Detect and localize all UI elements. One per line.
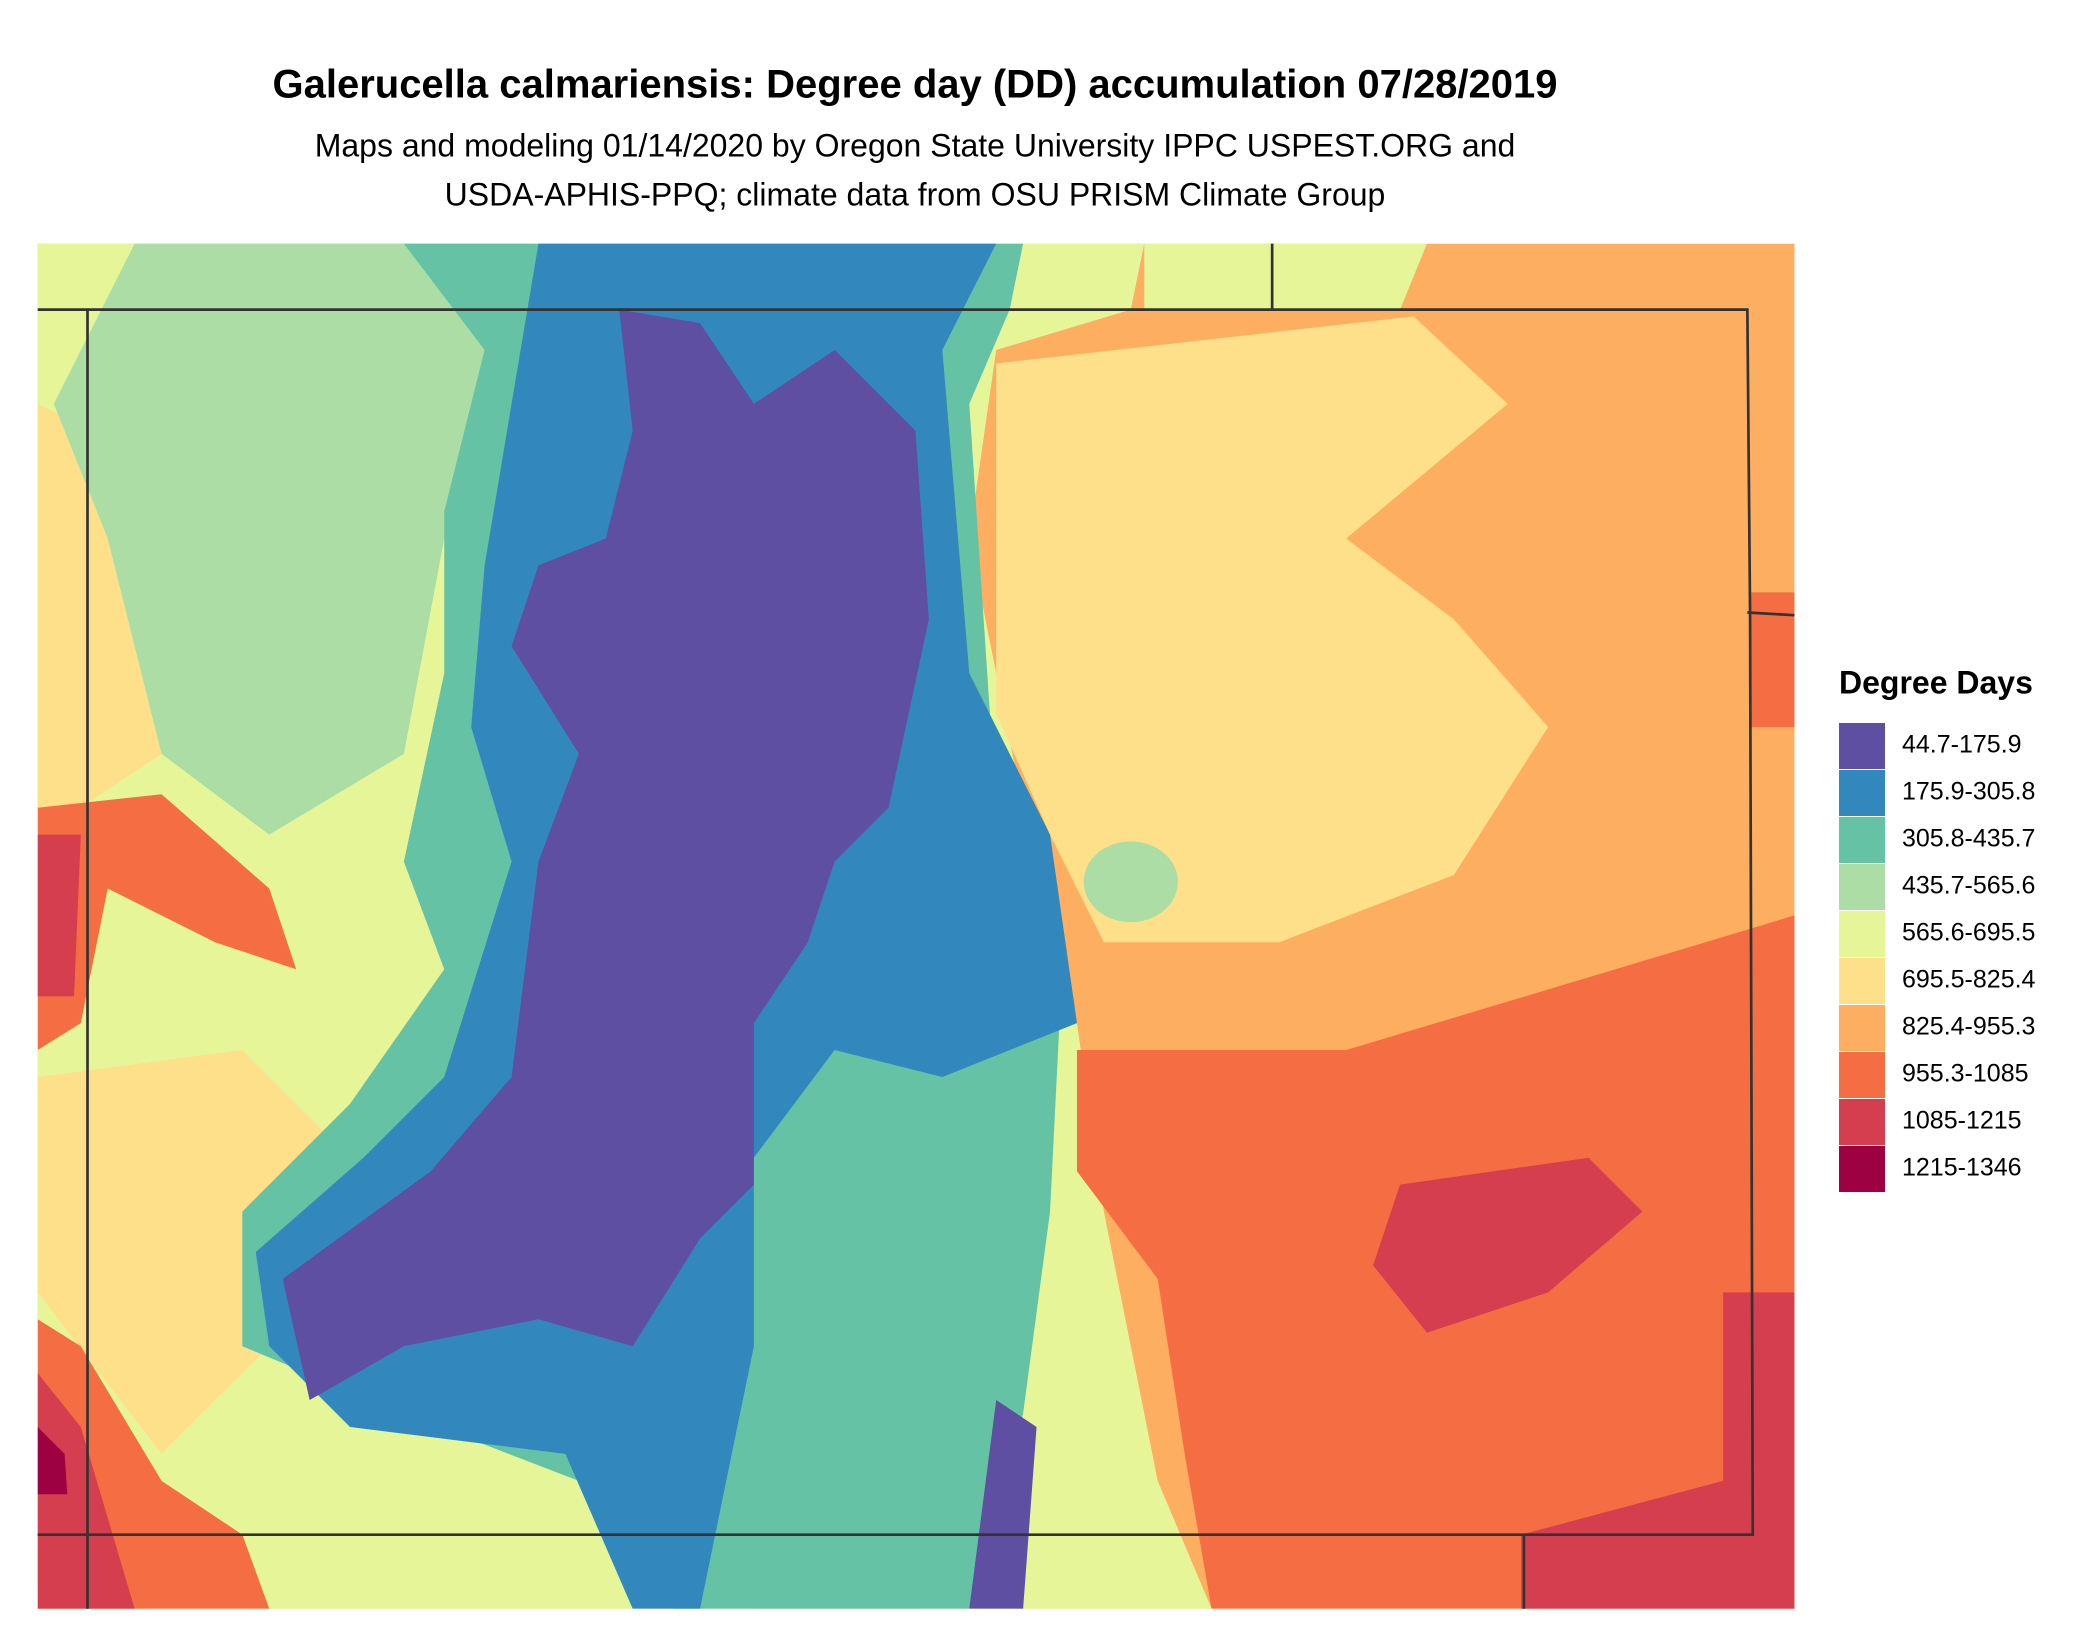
legend-label: 435.7-565.6 <box>1902 872 2035 900</box>
raster-region <box>53 243 566 835</box>
legend-swatch <box>1839 864 1885 910</box>
raster-region <box>996 316 1549 943</box>
raster-region <box>37 834 81 997</box>
legend-label: 305.8-435.7 <box>1902 825 2035 853</box>
legend-label: 175.9-305.8 <box>1902 778 2035 806</box>
subtitle-line: USDA-APHIS-PPQ; climate data from OSU PR… <box>445 176 1386 212</box>
raster-region <box>37 1373 135 1609</box>
raster-region <box>969 1400 1037 1609</box>
raster-region <box>1521 1292 1795 1609</box>
legend-label: 1215-1346 <box>1902 1154 2022 1182</box>
legend-label: 565.6-695.5 <box>1902 919 2035 947</box>
legend-swatch <box>1839 1099 1885 1145</box>
raster-region <box>282 309 929 1401</box>
legend-swatch <box>1839 911 1885 957</box>
subtitle-line: Maps and modeling 01/14/2020 by Oregon S… <box>315 127 1516 163</box>
legend-swatch <box>1839 1146 1885 1192</box>
raster-region <box>1144 243 1427 310</box>
legend-label: 695.5-825.4 <box>1902 966 2036 994</box>
legend-swatch <box>1839 1052 1885 1098</box>
legend-label: 1085-1215 <box>1902 1107 2022 1135</box>
raster-region <box>37 794 297 1051</box>
legend-label: 44.7-175.9 <box>1902 731 2022 759</box>
legend-swatch <box>1839 817 1885 863</box>
legend-swatch <box>1839 723 1885 769</box>
raster-region <box>1083 841 1178 923</box>
raster-region <box>1373 1157 1643 1333</box>
state-borders <box>37 243 1795 1609</box>
legend-label: 955.3-1085 <box>1902 1060 2029 1088</box>
legend-swatch <box>1839 770 1885 816</box>
legend-label: 825.4-955.3 <box>1902 1013 2035 1041</box>
map-title: Galerucella calmariensis: Degree day (DD… <box>272 63 1557 107</box>
legend-swatch <box>1839 1005 1885 1051</box>
raster-region <box>37 1426 68 1495</box>
legend-swatch <box>1839 958 1885 1004</box>
legend-title: Degree Days <box>1839 664 2033 700</box>
legend: 44.7-175.9 175.9-305.8 305.8-435.7 435.7-56… <box>1839 723 2036 1192</box>
raster-region <box>1750 592 1795 727</box>
raster-region <box>37 1050 351 1454</box>
raster-region <box>37 403 162 808</box>
map <box>37 243 1795 1609</box>
raster <box>37 243 1795 1609</box>
